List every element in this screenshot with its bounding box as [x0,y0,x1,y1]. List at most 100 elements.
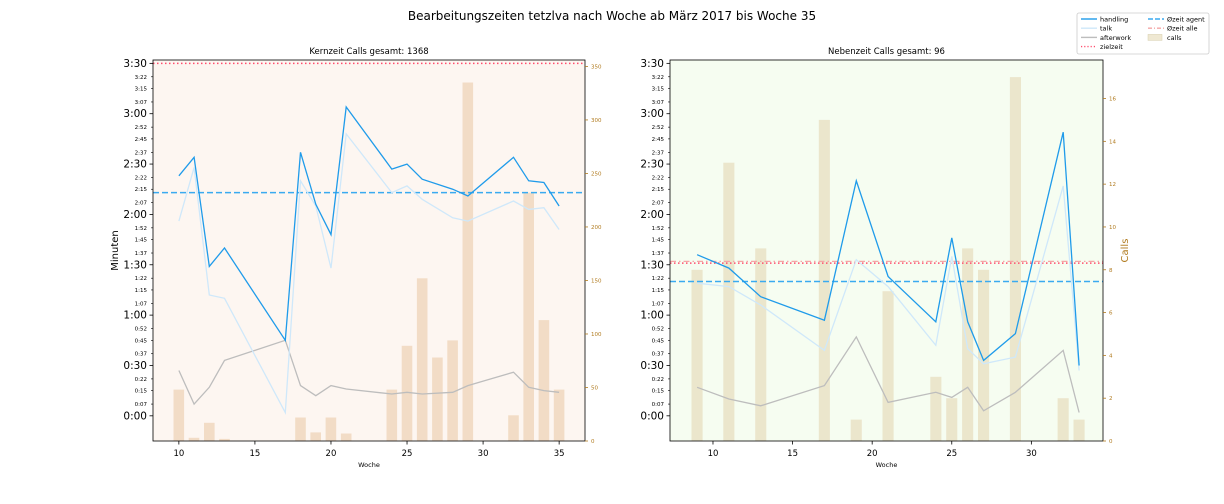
y-tick-label-major: 2:00 [640,209,664,221]
y-tick-label-minor: 2:52 [652,125,664,131]
x-tick-label: 10 [173,449,184,459]
calls-bar [1057,398,1069,441]
y-tick-label-minor: 0:15 [652,389,665,395]
chart-panel-nebenzeit: 10 15 20 25 300:000:301:001:302:002:303:003:… [640,47,1131,469]
y-tick-label-minor: 0:22 [652,377,664,383]
calls-bar [978,269,990,441]
calls-bar [386,389,398,441]
y2-tick-label: 150 [591,278,602,284]
legend-label: Øzeit alle [1167,25,1198,33]
x-tick-label: 20 [326,449,337,459]
calls-bar [538,320,550,441]
x-tick-label: 30 [1026,449,1037,459]
y-tick-label-minor: 1:15 [135,288,148,294]
y-tick-label-minor: 3:22 [135,75,147,81]
y-tick-label-minor: 3:15 [652,87,665,93]
y-tick-label-major: 3:00 [640,108,664,120]
x-axis-label: Woche [358,461,380,469]
calls-bar [691,269,703,441]
y-tick-label-minor: 1:45 [652,238,665,244]
y2-tick-label: 14 [1109,139,1116,145]
legend-label: talk [1100,25,1112,33]
legend-label: Øzeit agent [1167,16,1205,24]
y-tick-label-major: 1:00 [123,310,147,322]
calls-bar [818,119,830,442]
legend-label: calls [1167,34,1182,42]
y-tick-label-minor: 1:37 [652,251,665,257]
y-tick-label-minor: 1:22 [652,276,664,282]
y-tick-label-minor: 0:37 [135,352,148,358]
y-tick-label-minor: 2:37 [135,150,148,156]
series-line-talk [178,132,560,415]
y-tick-label-minor: 3:22 [652,75,664,81]
calls-bar [523,192,534,441]
y2-tick-label: 16 [1109,97,1116,103]
calls-bar [553,389,565,441]
y-tick-label-major: 2:30 [123,159,147,171]
y-tick-label-major: 3:30 [640,58,664,70]
y2-tick-label: 8 [1109,268,1113,274]
y-tick-label-minor: 2:07 [652,201,665,207]
y-tick-label-major: 0:00 [640,410,664,422]
x-tick-label: 10 [708,449,719,459]
y2-tick-label: 10 [1109,225,1116,231]
y-tick-label-major: 0:30 [123,360,147,372]
panel-title: Kernzeit Calls gesamt: 1368 [309,47,428,57]
calls-bar [1073,419,1085,441]
y2-tick-label: 6 [1109,311,1113,317]
chart-panel-kernzeit: 10 15 20 25 30 35 0:00 0:30 1:00 1:30 2:00 2:30 3:00… [110,47,602,469]
calls-bar [1009,77,1021,441]
y-axis-label: Minuten [110,230,121,271]
plot-frame [152,59,586,442]
calls-bar [325,417,337,441]
y-tick-label-minor: 2:37 [652,150,665,156]
y-tick-label-minor: 0:22 [135,377,147,383]
y2-axis-label: Calls [1120,239,1131,263]
y2-tick-label: 250 [591,171,602,177]
series-line-handling [696,132,1080,366]
x-tick-label: 25 [946,449,957,459]
series-line-afterwork [696,335,1080,413]
y-tick-label-minor: 2:22 [652,175,664,181]
series-line-afterwork [178,339,560,406]
y-tick-label-minor: 1:15 [652,288,665,294]
y-tick-label-major: 2:30 [640,159,664,171]
y-tick-label-minor: 0:07 [135,402,148,408]
y-tick-label-minor: 2:52 [135,125,147,131]
y-tick-label-minor: 0:52 [652,327,664,333]
calls-bar [295,417,306,441]
y-tick-label-minor: 0:15 [135,389,148,395]
y2-tick-label: 100 [591,332,602,338]
y-tick-label-major: 2:00 [123,209,147,221]
y-tick-label-minor: 3:15 [135,87,148,93]
x-tick-label: 30 [478,449,489,459]
y-tick-label-minor: 1:07 [135,301,148,307]
y-tick-label-minor: 0:07 [652,402,665,408]
y-tick-label-minor: 1:07 [652,301,665,307]
calls-bar [850,419,862,441]
y-tick-label-minor: 0:45 [135,338,148,344]
legend-box [1076,12,1210,55]
y2-tick-label: 2 [1109,396,1113,402]
y-tick-label-minor: 0:45 [652,338,665,344]
calls-bar [882,291,894,441]
legend-label: zielzeit [1100,43,1123,51]
y2-tick-label: 0 [1109,439,1113,445]
y-tick-label-major: 3:00 [123,108,147,120]
x-tick-label: 25 [402,449,413,459]
plot-frame [669,59,1104,442]
calls-bar [340,433,352,441]
y2-tick-label: 350 [591,64,602,70]
y-tick-label-minor: 0:37 [652,352,665,358]
calls-bar [204,422,215,441]
y-tick-label-major: 1:30 [123,259,147,271]
y-tick-label-minor: 1:22 [135,276,147,282]
y2-tick-label: 300 [591,118,602,124]
y2-tick-label: 4 [1109,353,1113,359]
calls-bar [310,432,321,441]
y-tick-label-major: 3:30 [123,58,147,70]
x-tick-label: 35 [554,449,565,459]
calls-bar [462,82,474,441]
y-tick-label-minor: 2:15 [135,187,148,193]
